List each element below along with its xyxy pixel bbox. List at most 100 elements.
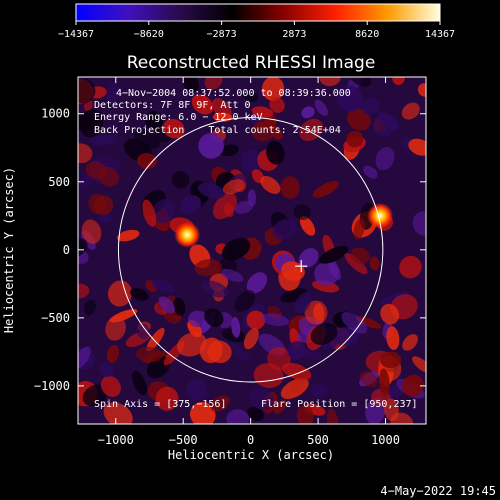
y-tick-label: 0: [63, 243, 70, 257]
heatmap-blob: [293, 204, 311, 220]
heatmap-blob: [210, 395, 230, 412]
heatmap-blob: [231, 316, 241, 338]
x-tick-label: 500: [307, 433, 329, 447]
heatmap-blob: [412, 356, 426, 374]
heatmap-blob: [198, 133, 224, 159]
heatmap-blob: [145, 111, 163, 132]
colorbar-ticks: [75, 21, 441, 25]
heatmap-blob: [240, 149, 264, 175]
colorbar: [75, 3, 441, 22]
heatmap-blob: [327, 408, 340, 424]
heatmap-blob: [158, 296, 176, 314]
y-tick-label: −500: [41, 311, 70, 325]
heatmap-blob: [402, 334, 418, 351]
heatmap-blob: [249, 387, 275, 411]
heatmap-blob: [369, 256, 380, 271]
heatmap-blob: [399, 255, 422, 279]
heatmap-blob: [280, 378, 309, 399]
heatmap-blob: [246, 272, 268, 294]
heatmap-blob: [90, 134, 117, 146]
heatmap-blob: [84, 299, 96, 316]
heatmap-blob: [82, 384, 108, 407]
heatmap-blob: [272, 219, 297, 240]
heatmap-blob: [243, 328, 259, 350]
heatmap-blob: [190, 401, 216, 424]
heatmap-blob: [142, 199, 157, 227]
heatmap-blob: [229, 343, 252, 364]
heatmap-blob: [341, 312, 368, 334]
heatmap-blob: [132, 370, 148, 396]
heatmap-blob: [266, 140, 285, 165]
heatmap-blob: [136, 323, 150, 340]
heatmap-blob: [78, 283, 90, 299]
colorbar-tick-label: 8620: [355, 29, 379, 40]
heatmap-blob: [261, 77, 285, 101]
y-tick-label: 1000: [41, 107, 70, 121]
heatmap-blob: [378, 112, 400, 131]
heatmap-blob: [171, 171, 190, 189]
heatmap-blob: [246, 310, 266, 330]
x-tick-label: −500: [169, 433, 198, 447]
colorbar-tick-label: 2873: [282, 29, 306, 40]
solar-limb-circle: [117, 117, 384, 383]
heatmap-blob: [179, 195, 201, 215]
heatmap-blob: [346, 130, 364, 148]
x-axis-label: Heliocentric X (arcsec): [168, 448, 334, 462]
heatmap-blob: [234, 200, 254, 214]
bright-source: [367, 202, 394, 229]
heatmap-blob: [355, 316, 382, 329]
heatmap-blob: [353, 218, 365, 240]
heatmap-blob: [327, 258, 341, 280]
colorbar-tick-label: −14367: [58, 29, 94, 40]
heatmap-blob: [269, 97, 285, 113]
heatmap-blob: [247, 189, 257, 207]
heatmap-blob: [78, 143, 93, 164]
y-axis-label: Heliocentric Y (arcsec): [2, 167, 16, 333]
chart-title: Reconstructed RHESSI Image: [127, 53, 376, 73]
heatmap-blob: [105, 315, 126, 341]
heatmap-blob: [191, 94, 214, 115]
heatmap-blob: [134, 129, 160, 149]
heatmap-blob: [260, 175, 281, 194]
heatmap-blob: [273, 400, 287, 414]
heatmap-blob: [222, 179, 245, 195]
colorbar-tick-label: −8620: [134, 29, 164, 40]
heatmap-blob: [299, 216, 316, 236]
heatmap-blob: [260, 313, 289, 327]
colorbar-tick-labels: −14367 −8620 −2873 2873 8620 14367: [58, 29, 455, 40]
heatmap-blob: [379, 368, 390, 397]
heatmap-blob: [219, 144, 239, 157]
heatmap-blob: [106, 344, 120, 364]
heatmap-blob: [85, 161, 107, 180]
heatmap-blob: [251, 121, 275, 142]
heatmap-blob: [98, 213, 112, 223]
heatmap-blob: [344, 253, 368, 275]
heatmap-blob: [204, 308, 224, 327]
heatmap-blob: [186, 378, 208, 401]
annotation-time-range: 4−Nov−2004 08:37:52.000 to 08:39:36.000: [116, 88, 351, 99]
heatmap-blob: [312, 181, 339, 198]
spin-axis-marker: [295, 260, 308, 273]
heatmap-blob: [350, 247, 370, 264]
heatmap-blob: [100, 375, 121, 397]
heatmap-blob: [310, 383, 328, 398]
heatmap-blob: [304, 300, 328, 325]
heatmap-blob: [222, 238, 251, 261]
heatmap-blob: [314, 99, 328, 117]
heatmap-blob: [182, 77, 199, 93]
colorbar-tick-label: −2873: [207, 29, 237, 40]
heatmap-blob: [298, 248, 319, 268]
heatmap-blob: [380, 303, 400, 325]
heatmap-blob: [78, 112, 96, 131]
heatmap-blob: [130, 288, 149, 301]
heatmap-blob: [251, 106, 274, 118]
heatmap-blob: [294, 291, 312, 314]
bright-source: [174, 221, 201, 248]
heatmap-blob: [197, 182, 226, 199]
heatmap-blob: [375, 146, 395, 171]
heatmap-blob: [103, 402, 133, 424]
colorbar-tick-label: 14367: [425, 29, 455, 40]
axis-ticks: [78, 77, 426, 424]
annotation-detectors: Detectors: 7F 8F 9F, Att 0: [94, 100, 251, 111]
